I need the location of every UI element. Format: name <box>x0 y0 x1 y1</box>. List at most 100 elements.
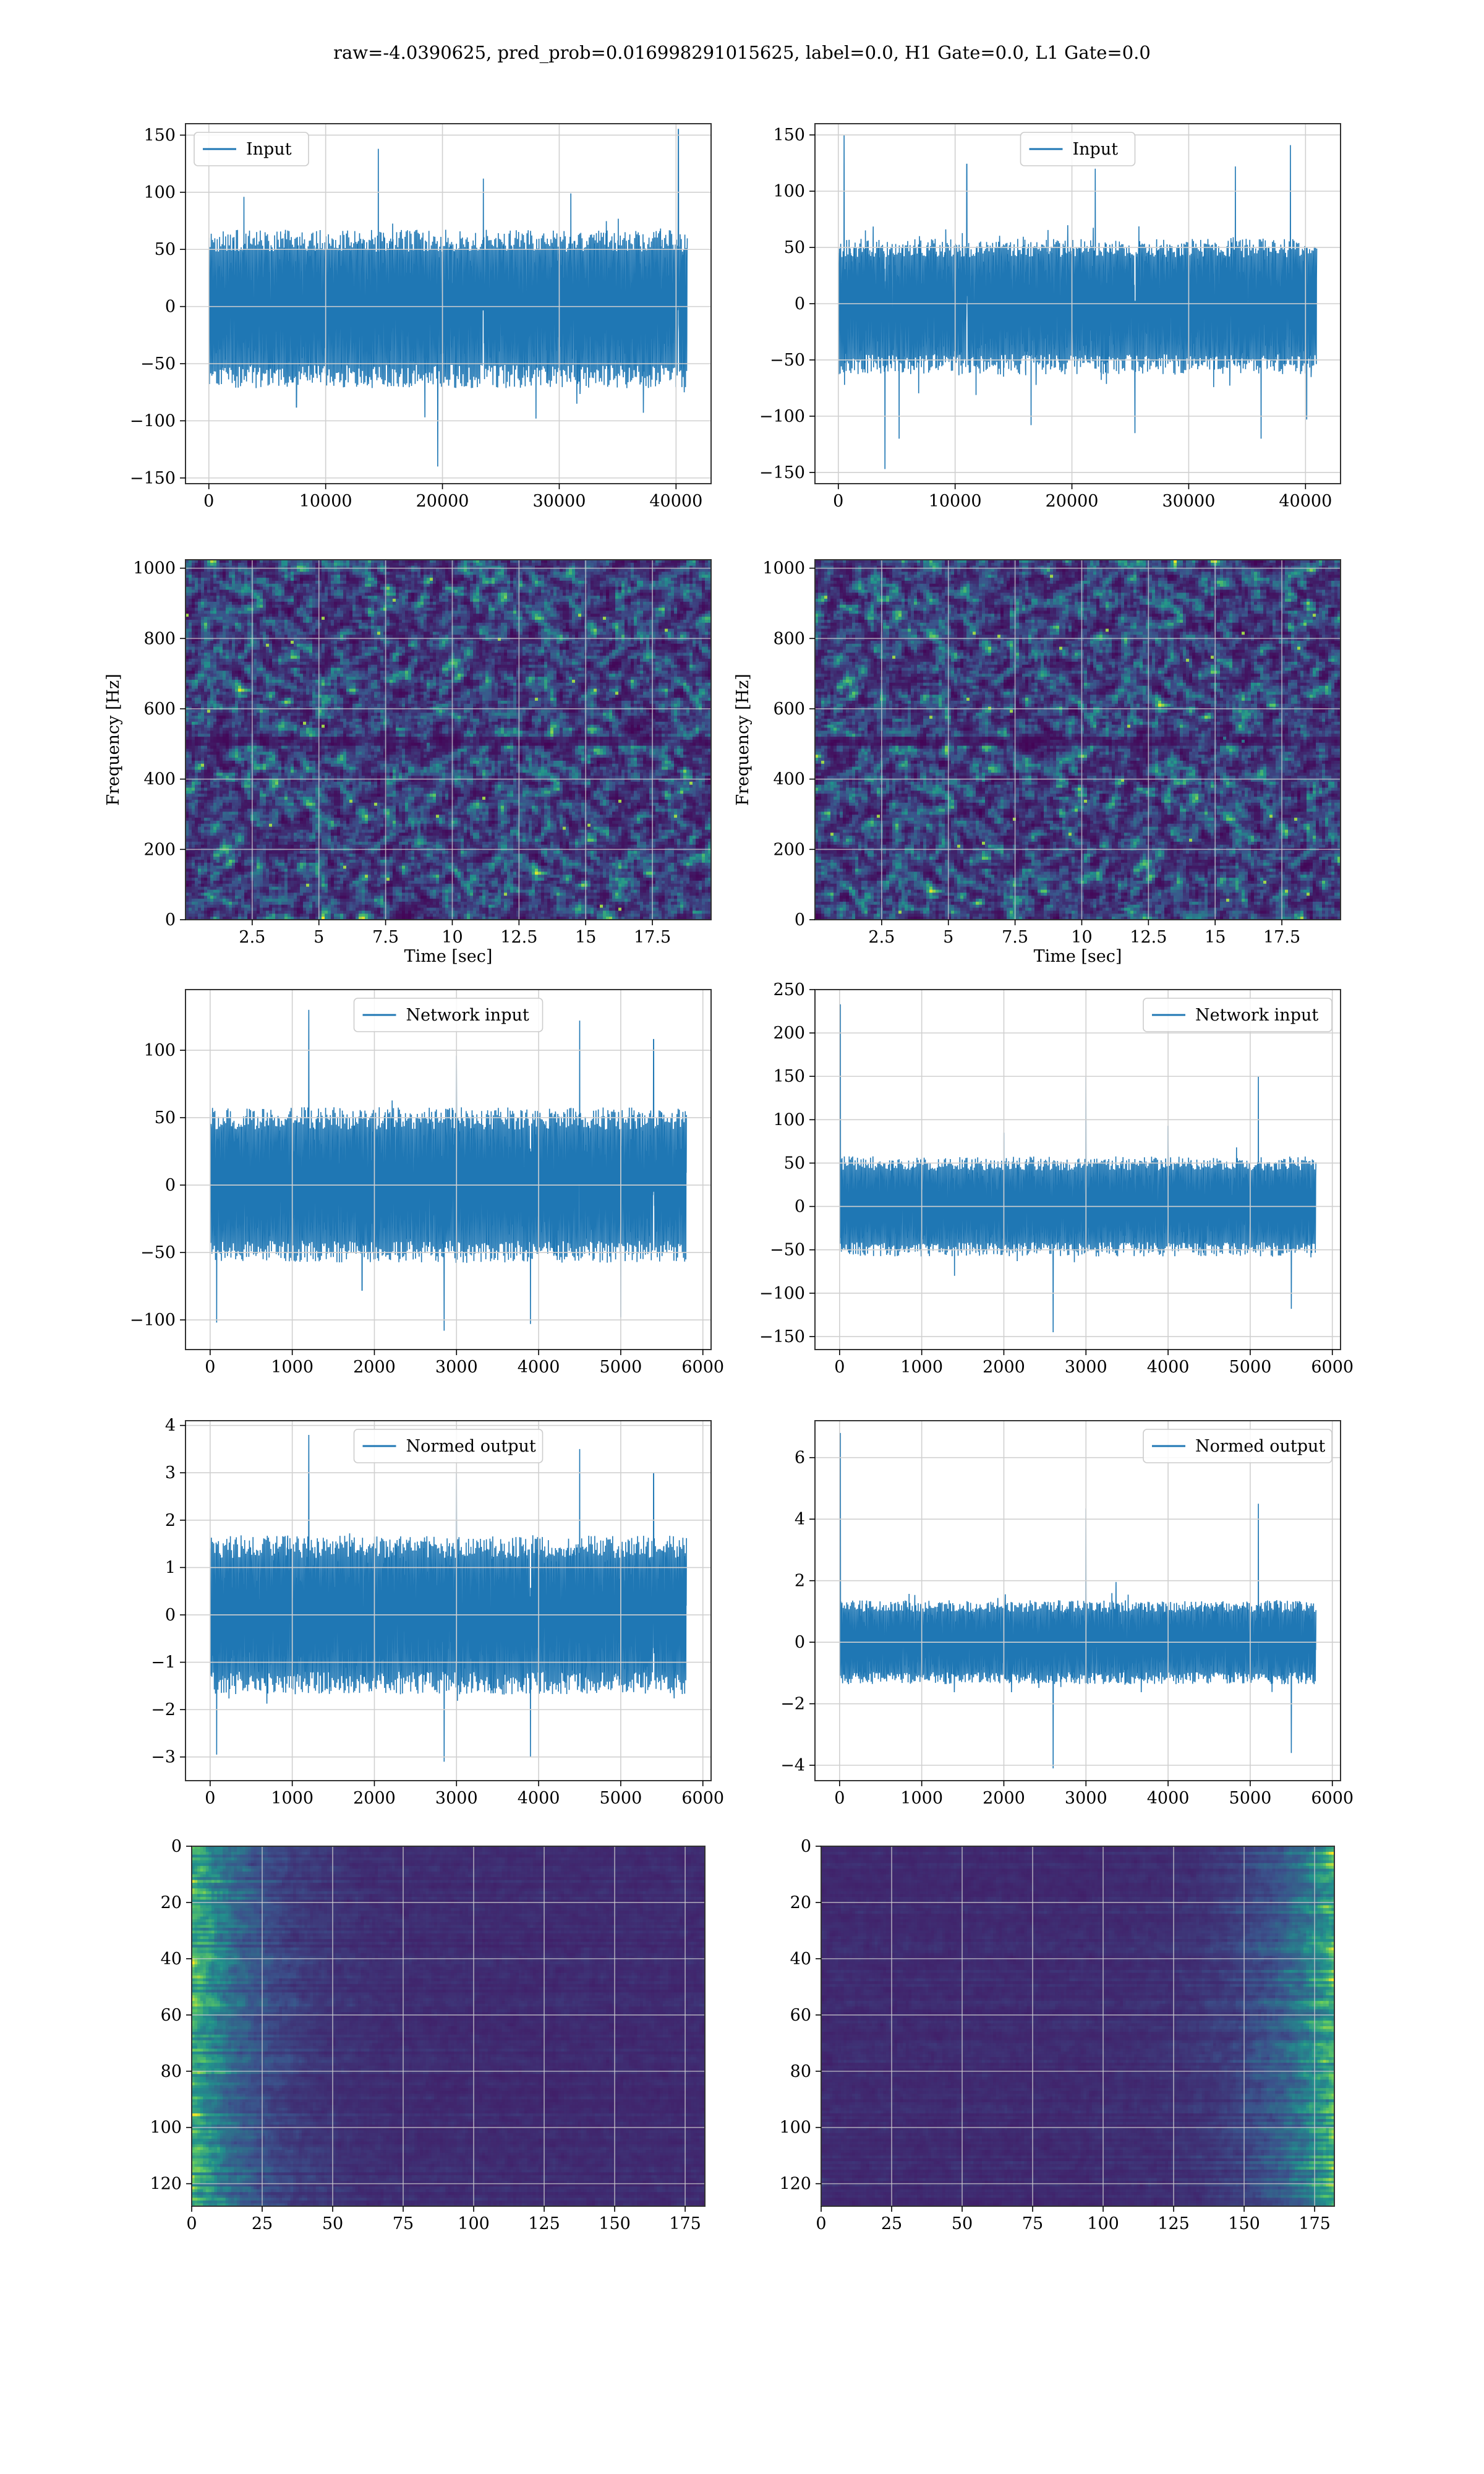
x-tick-label: 2000 <box>983 1789 1025 1808</box>
y-tick-label: −150 <box>130 469 176 488</box>
y-tick-label: 0 <box>795 294 805 314</box>
y-tick-label: −2 <box>151 1700 176 1719</box>
y-tick-label: 600 <box>143 700 176 719</box>
y-tick-label: 150 <box>773 1067 805 1086</box>
x-tick-label: 5000 <box>600 1358 642 1377</box>
x-tick-label: 1000 <box>271 1789 313 1808</box>
y-tick-label: 150 <box>143 126 176 145</box>
x-tick-label: 12.5 <box>500 928 537 947</box>
x-tick-label: 5000 <box>600 1789 642 1808</box>
x-tick-label: 2.5 <box>239 928 265 947</box>
x-tick-label: 40000 <box>1279 492 1332 511</box>
legend: Input <box>1021 132 1135 166</box>
x-tick-label: 10000 <box>929 492 982 511</box>
x-tick-label: 100 <box>1087 2214 1119 2233</box>
x-tick-label: 1000 <box>271 1358 313 1377</box>
y-tick-label: 0 <box>795 910 805 930</box>
x-tick-label: 0 <box>834 1358 845 1377</box>
x-tick-label: 5 <box>943 928 953 947</box>
panel-input-h1: 0 10000 20000 30000 40000−150−100−5005010015… <box>130 124 711 511</box>
y-tick-label: −100 <box>759 407 805 426</box>
y-tick-label: 100 <box>773 182 805 201</box>
y-tick-label: −3 <box>151 1748 176 1767</box>
x-tick-label: 1000 <box>900 1789 943 1808</box>
series-line-net-h1 <box>210 1010 686 1331</box>
x-tick-label: 0 <box>203 492 214 511</box>
x-tick-label: 17.5 <box>1263 928 1300 947</box>
x-tick-label: 0 <box>205 1789 215 1808</box>
panel-net-l1: 0 1000 2000 3000 4000 5000 6000−150−100−500501… <box>759 980 1354 1377</box>
x-tick-label: 2000 <box>983 1358 1025 1377</box>
y-axis-label: Frequency [Hz] <box>733 674 753 805</box>
x-tick-label: 7.5 <box>1002 928 1028 947</box>
x-axis-label: Time [sec] <box>404 947 493 966</box>
panel-spec-l1: 2.5 5 7.5 10 12.5 15 17.502004006008001000Time… <box>733 559 1341 966</box>
legend: Normed output <box>354 1429 543 1463</box>
x-tick-label: 5000 <box>1229 1358 1272 1377</box>
y-tick-label: 1000 <box>762 559 805 578</box>
y-tick-label: −50 <box>770 1241 805 1260</box>
x-tick-label: 25 <box>252 2214 273 2233</box>
x-tick-label: 0 <box>816 2214 826 2233</box>
x-tick-label: 17.5 <box>634 928 671 947</box>
y-tick-label: 200 <box>143 840 176 859</box>
y-tick-label: 100 <box>150 2118 182 2138</box>
x-tick-label: 4000 <box>518 1358 560 1377</box>
legend-label: Input <box>1073 140 1119 159</box>
y-tick-label: 400 <box>773 770 805 789</box>
x-tick-label: 20000 <box>416 492 469 511</box>
y-tick-label: −150 <box>759 1327 805 1346</box>
y-tick-label: 60 <box>161 2006 182 2025</box>
series-line-input-l1 <box>838 135 1317 469</box>
x-tick-label: 175 <box>1298 2214 1331 2233</box>
x-tick-label: 0 <box>205 1358 215 1377</box>
legend-label: Normed output <box>406 1437 536 1456</box>
x-tick-label: 2.5 <box>868 928 895 947</box>
y-tick-label: 800 <box>773 629 805 648</box>
x-tick-label: 6000 <box>1311 1358 1354 1377</box>
panel-spec-h1: 2.5 5 7.5 10 12.5 15 17.502004006008001000Time… <box>104 559 712 966</box>
y-tick-label: 50 <box>155 1108 176 1128</box>
y-tick-label: 50 <box>784 1154 805 1173</box>
y-tick-label: 0 <box>795 1633 805 1652</box>
legend: Network input <box>1143 998 1332 1032</box>
y-tick-label: 0 <box>171 1837 182 1856</box>
x-tick-label: 50 <box>322 2214 343 2233</box>
y-tick-label: 200 <box>773 1024 805 1043</box>
y-tick-label: 0 <box>795 1197 805 1217</box>
panel-norm-l1: 0 1000 2000 3000 4000 5000 6000−4−20246Normed … <box>780 1421 1354 1808</box>
y-tick-label: 200 <box>773 840 805 859</box>
panel-norm-h1: 0 1000 2000 3000 4000 5000 6000−3−2−101234Norm… <box>151 1416 724 1808</box>
x-tick-label: 12.5 <box>1130 928 1167 947</box>
y-tick-label: −1 <box>151 1653 176 1672</box>
y-tick-label: 50 <box>784 238 805 257</box>
x-tick-label: 0 <box>186 2214 197 2233</box>
x-tick-label: 3000 <box>1065 1358 1107 1377</box>
y-tick-label: 2 <box>795 1572 805 1591</box>
y-tick-label: 2 <box>165 1511 176 1530</box>
y-tick-label: 600 <box>773 700 805 719</box>
y-tick-label: 20 <box>790 1893 811 1912</box>
y-tick-label: −50 <box>140 354 176 374</box>
x-tick-label: 1000 <box>900 1358 943 1377</box>
x-tick-label: 3000 <box>1065 1789 1107 1808</box>
x-tick-label: 30000 <box>532 492 586 511</box>
x-tick-label: 30000 <box>1162 492 1215 511</box>
x-tick-label: 75 <box>1022 2214 1043 2233</box>
series-line-norm-l1 <box>840 1433 1316 1768</box>
y-tick-label: 0 <box>165 297 176 317</box>
y-tick-label: 20 <box>161 1893 182 1912</box>
series-line-input-h1 <box>209 129 688 466</box>
x-tick-label: 25 <box>881 2214 902 2233</box>
x-tick-label: 15 <box>575 928 596 947</box>
y-tick-label: 4 <box>795 1510 805 1529</box>
x-tick-label: 100 <box>458 2214 490 2233</box>
y-tick-label: 400 <box>143 770 176 789</box>
y-tick-label: 6 <box>795 1449 805 1468</box>
y-tick-label: 0 <box>165 910 176 930</box>
y-tick-label: 60 <box>790 2006 811 2025</box>
x-tick-label: 7.5 <box>372 928 399 947</box>
y-tick-label: 1000 <box>133 559 176 578</box>
